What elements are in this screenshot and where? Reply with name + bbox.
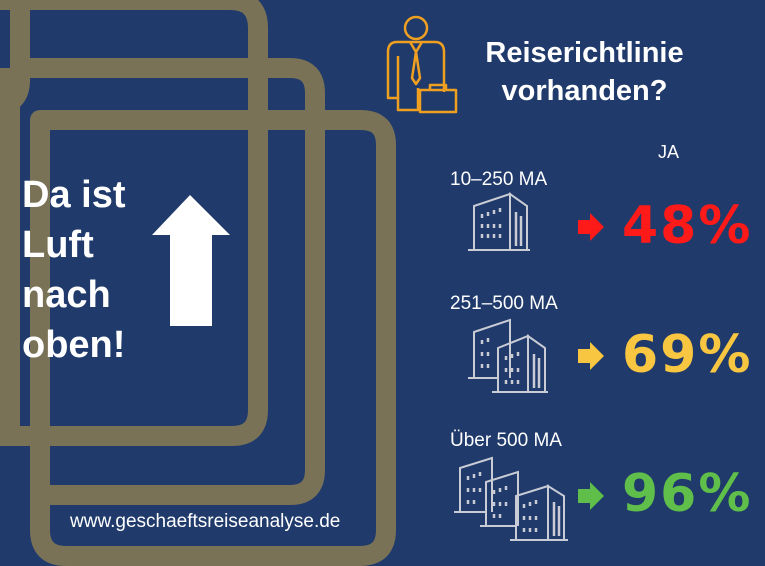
row-value-3: 96%: [622, 464, 753, 524]
title-line-1: Reiserichtlinie: [485, 37, 684, 69]
page-title: Reiserichtlinie vorhanden?: [462, 34, 707, 110]
headline-line-4: oben!: [22, 324, 126, 366]
document-fold: [0, 0, 30, 115]
headline: Da ist Luft nach oben!: [22, 170, 172, 370]
row-label-3: Über 500 MA: [450, 430, 562, 451]
row-value-1: 48%: [622, 196, 753, 256]
website-url: www.geschaeftsreiseanalyse.de: [70, 511, 341, 532]
document-middle: [0, 58, 325, 505]
document-front: [0, 0, 268, 446]
column-header: JA: [658, 142, 680, 162]
title-line-2: vorhanden?: [501, 75, 668, 107]
headline-line-2: Luft: [22, 224, 94, 266]
headline-line-1: Da ist: [22, 174, 126, 216]
row-label-2: 251–500 MA: [450, 293, 558, 314]
document-back: [30, 110, 396, 566]
row-value-2: 69%: [622, 325, 753, 385]
headline-line-3: nach: [22, 274, 111, 316]
row-label-1: 10–250 MA: [450, 169, 548, 190]
